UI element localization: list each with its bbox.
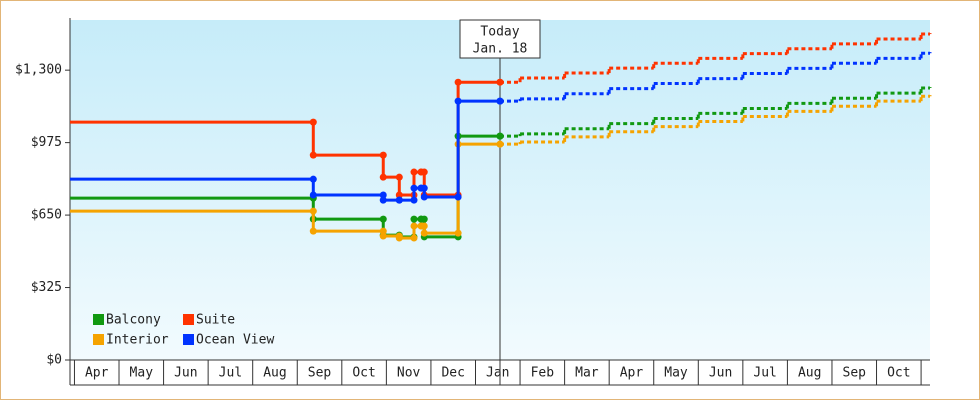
x-tick-label: Feb [531, 366, 555, 381]
series [70, 94, 932, 242]
point [496, 78, 504, 86]
x-tick-label: Jul [753, 366, 776, 381]
x-tick-label: Aug [263, 366, 286, 381]
x-tick-label: Oct [352, 366, 375, 381]
x-tick-label: Jun [709, 366, 732, 381]
y-tick-label: $975 [31, 135, 62, 150]
point [379, 227, 387, 235]
point [410, 222, 418, 230]
today-label: Jan. 18 [473, 42, 528, 57]
y-tick-label: $0 [46, 353, 62, 368]
x-tick-label: Sep [843, 366, 867, 381]
point [309, 191, 317, 199]
x-tick-label: Nov [397, 366, 421, 381]
point [454, 78, 462, 86]
x-tick-label: Apr [620, 366, 644, 381]
chart-layer: $0 $325 $650 $975 $1,300 Apr May Jun Jul Aug Sep Oc… [15, 18, 932, 386]
x-tick-label: Aug [798, 366, 821, 381]
point [395, 234, 403, 242]
series [70, 51, 932, 204]
point [454, 97, 462, 105]
point [410, 234, 418, 242]
point [395, 191, 403, 199]
point [454, 229, 462, 237]
point [395, 196, 403, 204]
legend-swatch [183, 334, 194, 345]
point [309, 207, 317, 215]
point [420, 222, 428, 230]
x-tick-label: Dec [441, 366, 464, 381]
legend-swatch [93, 334, 104, 345]
x-tick-label: Jan [486, 366, 509, 381]
point [379, 191, 387, 199]
legend-label: Ocean View [196, 333, 274, 348]
point [309, 227, 317, 235]
point [379, 215, 387, 223]
y-tick-label: $1,300 [15, 63, 62, 78]
point [496, 132, 504, 140]
point [410, 196, 418, 204]
point [420, 215, 428, 223]
point [454, 193, 462, 201]
x-tick-label: Jul [219, 366, 242, 381]
point [309, 175, 317, 183]
y-tick-label: $325 [31, 280, 62, 295]
point [496, 140, 504, 148]
point [379, 196, 387, 204]
x-tick-label: May [130, 366, 154, 381]
point [379, 232, 387, 240]
point [496, 97, 504, 105]
point [420, 184, 428, 192]
legend-label: Suite [196, 313, 235, 328]
today-box [459, 19, 541, 59]
x-tick-label: Apr [85, 366, 109, 381]
x-tick-label: Jun [174, 366, 197, 381]
point [309, 151, 317, 159]
today-label: Today [480, 25, 519, 40]
point [420, 193, 428, 201]
x-tick-label: Sep [308, 366, 332, 381]
point [410, 168, 418, 176]
legend-label: Balcony [106, 313, 161, 328]
point [379, 173, 387, 181]
y-tick-label: $650 [31, 208, 62, 223]
legend-swatch [183, 314, 194, 325]
point [410, 184, 418, 192]
point [420, 168, 428, 176]
point [420, 229, 428, 237]
point [309, 118, 317, 126]
legend-label: Interior [106, 333, 169, 348]
x-tick-label: Mar [575, 366, 599, 381]
point [410, 215, 418, 223]
x-tick-label: May [664, 366, 688, 381]
x-tick-label: Oct [887, 366, 910, 381]
legend-swatch [93, 314, 104, 325]
point [379, 151, 387, 159]
point [395, 173, 403, 181]
